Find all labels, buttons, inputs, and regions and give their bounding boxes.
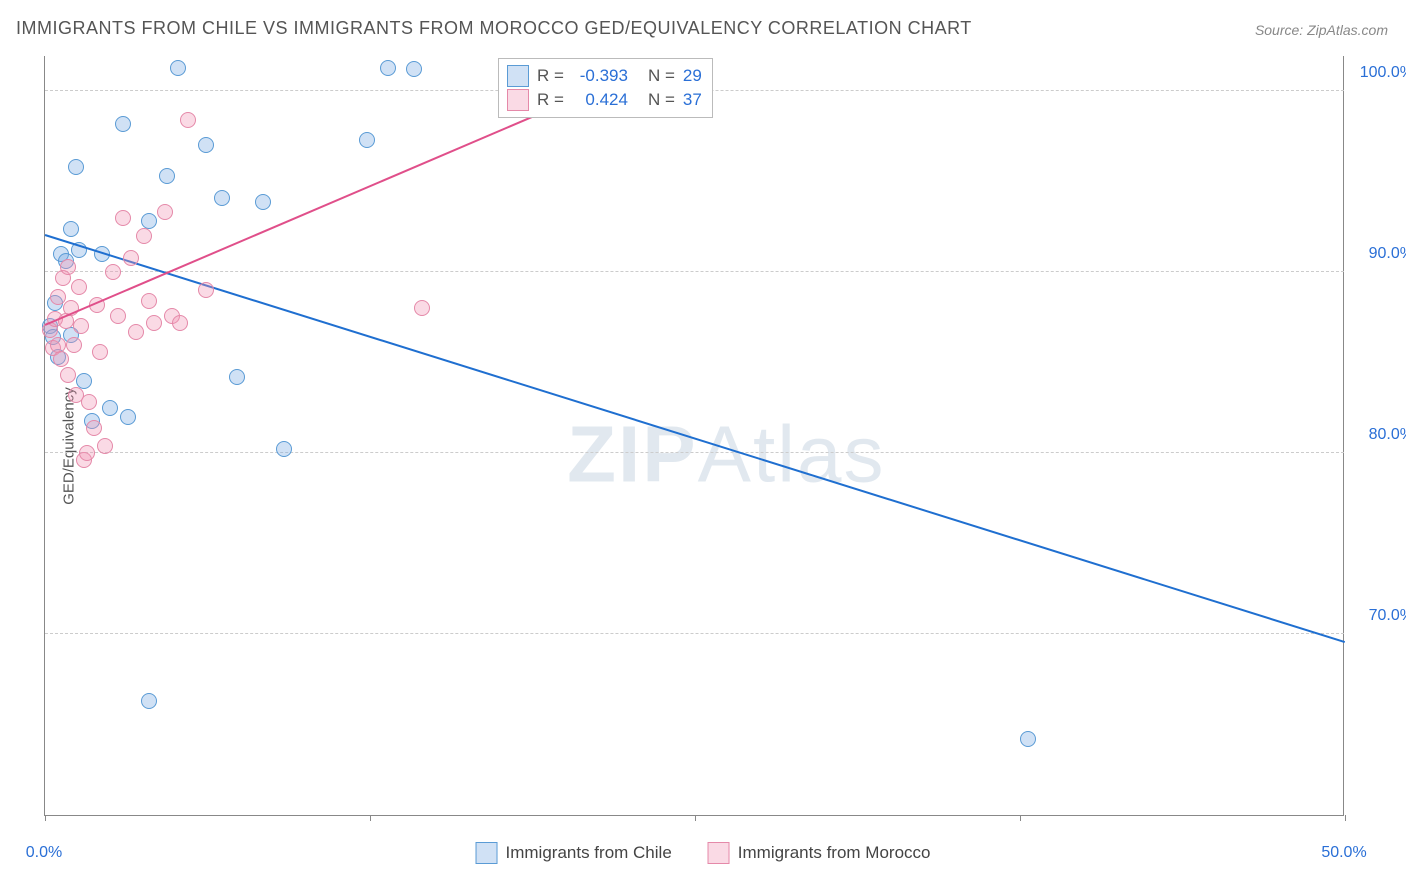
data-point-morocco [180, 112, 196, 128]
n-label: N = [648, 90, 675, 110]
y-tick-label: 90.0% [1354, 245, 1406, 263]
data-point-chile [115, 116, 131, 132]
legend-row-morocco: R = 0.424 N = 37 [507, 89, 702, 111]
data-point-morocco [97, 438, 113, 454]
data-point-morocco [123, 250, 139, 266]
trend-line-chile [45, 234, 1346, 643]
data-point-morocco [414, 300, 430, 316]
data-point-chile [229, 369, 245, 385]
data-point-morocco [146, 315, 162, 331]
r-value-morocco: 0.424 [572, 90, 628, 110]
legend-label-chile: Immigrants from Chile [506, 843, 672, 863]
data-point-morocco [60, 367, 76, 383]
data-point-morocco [105, 264, 121, 280]
x-tick [45, 815, 46, 821]
r-value-chile: -0.393 [572, 66, 628, 86]
data-point-chile [276, 441, 292, 457]
data-point-morocco [71, 279, 87, 295]
gridline [45, 452, 1344, 453]
data-point-chile [102, 400, 118, 416]
source-attribution: Source: ZipAtlas.com [1255, 22, 1388, 38]
legend-item-morocco: Immigrants from Morocco [708, 842, 931, 864]
data-point-morocco [86, 420, 102, 436]
legend-item-chile: Immigrants from Chile [476, 842, 672, 864]
n-value-morocco: 37 [683, 90, 702, 110]
y-tick-label: 100.0% [1354, 64, 1406, 82]
x-tick [1020, 815, 1021, 821]
n-value-chile: 29 [683, 66, 702, 86]
watermark: ZIPAtlas [567, 408, 885, 500]
series-legend: Immigrants from Chile Immigrants from Mo… [476, 842, 931, 864]
data-point-morocco [66, 337, 82, 353]
data-point-chile [198, 137, 214, 153]
plot-border-right [1343, 56, 1344, 815]
x-tick [1345, 815, 1346, 821]
swatch-chile-icon [476, 842, 498, 864]
data-point-chile [214, 190, 230, 206]
legend-label-morocco: Immigrants from Morocco [738, 843, 931, 863]
data-point-chile [76, 373, 92, 389]
gridline [45, 633, 1344, 634]
y-tick-label: 80.0% [1354, 426, 1406, 444]
swatch-morocco [507, 89, 529, 111]
data-point-morocco [128, 324, 144, 340]
correlation-legend: R = -0.393 N = 29 R = 0.424 N = 37 [498, 58, 713, 118]
r-label: R = [537, 90, 564, 110]
data-point-chile [380, 60, 396, 76]
data-point-chile [255, 194, 271, 210]
swatch-chile [507, 65, 529, 87]
data-point-chile [141, 693, 157, 709]
x-tick-label-first: 0.0% [26, 844, 62, 862]
data-point-morocco [50, 337, 66, 353]
data-point-morocco [53, 351, 69, 367]
x-tick [695, 815, 696, 821]
data-point-chile [406, 61, 422, 77]
gridline [45, 271, 1344, 272]
data-point-chile [170, 60, 186, 76]
y-tick-label: 70.0% [1354, 607, 1406, 625]
data-point-chile [68, 159, 84, 175]
data-point-morocco [60, 259, 76, 275]
data-point-morocco [81, 394, 97, 410]
data-point-morocco [157, 204, 173, 220]
scatter-plot: ZIPAtlas 70.0%80.0%90.0%100.0% [44, 56, 1344, 816]
data-point-chile [159, 168, 175, 184]
data-point-morocco [110, 308, 126, 324]
data-point-chile [120, 409, 136, 425]
x-tick [370, 815, 371, 821]
x-tick-label-last: 50.0% [1321, 844, 1366, 862]
data-point-chile [359, 132, 375, 148]
data-point-morocco [172, 315, 188, 331]
r-label: R = [537, 66, 564, 86]
swatch-morocco-icon [708, 842, 730, 864]
data-point-morocco [115, 210, 131, 226]
data-point-chile [63, 221, 79, 237]
legend-row-chile: R = -0.393 N = 29 [507, 65, 702, 87]
chart-title: IMMIGRANTS FROM CHILE VS IMMIGRANTS FROM… [16, 18, 972, 39]
data-point-morocco [198, 282, 214, 298]
data-point-morocco [141, 293, 157, 309]
data-point-chile [1020, 731, 1036, 747]
n-label: N = [648, 66, 675, 86]
data-point-morocco [73, 318, 89, 334]
data-point-morocco [92, 344, 108, 360]
data-point-morocco [136, 228, 152, 244]
data-point-morocco [79, 445, 95, 461]
